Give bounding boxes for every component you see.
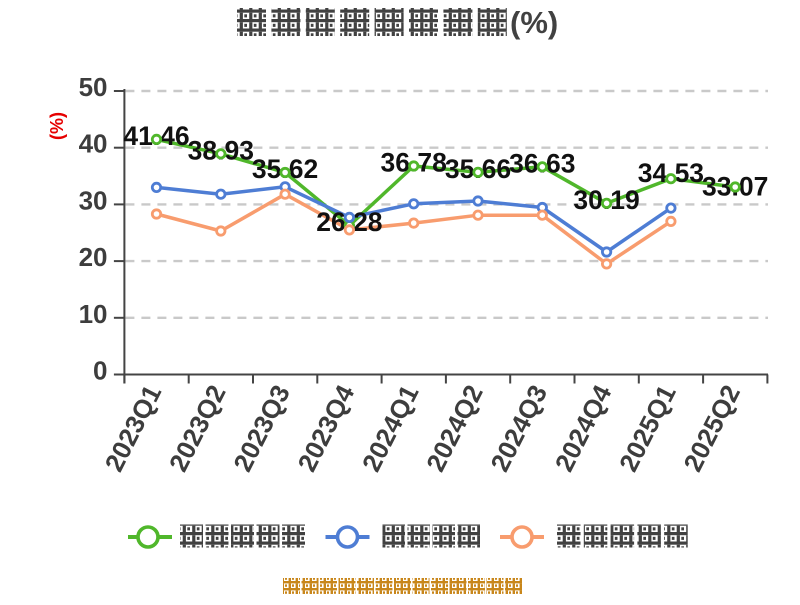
svg-text:(%): (%): [510, 5, 558, 40]
svg-text:2023Q1: 2023Q1: [99, 380, 168, 476]
svg-text:20: 20: [79, 242, 108, 272]
svg-text:(%): (%): [47, 112, 67, 140]
svg-text:30: 30: [79, 185, 108, 215]
svg-text:2023Q2: 2023Q2: [163, 380, 232, 476]
svg-text:2024Q3: 2024Q3: [484, 380, 553, 476]
svg-text:2023Q3: 2023Q3: [227, 380, 296, 476]
svg-text:50: 50: [79, 72, 108, 102]
svg-text:2025Q2: 2025Q2: [677, 380, 746, 476]
svg-text:2025Q1: 2025Q1: [613, 380, 682, 476]
svg-text:10: 10: [79, 299, 108, 329]
svg-text:2024Q1: 2024Q1: [356, 380, 425, 476]
svg-text:2024Q4: 2024Q4: [549, 380, 618, 477]
svg-text:2024Q2: 2024Q2: [420, 380, 489, 476]
svg-text:0: 0: [93, 356, 107, 386]
svg-text:2023Q4: 2023Q4: [292, 380, 361, 477]
svg-text:40: 40: [79, 129, 108, 159]
